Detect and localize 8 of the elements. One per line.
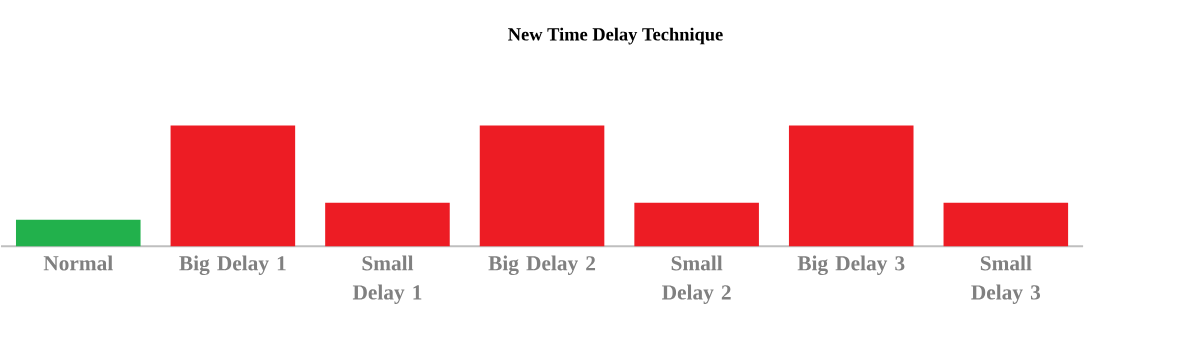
x-tick-label: Small Delay 3 bbox=[971, 255, 1041, 304]
x-tick-label: Big Delay 3 bbox=[797, 255, 905, 275]
x-tick-label: Big Delay 2 bbox=[488, 255, 596, 275]
x-tick-label: Small Delay 1 bbox=[352, 255, 422, 304]
x-tick-label: Small Delay 2 bbox=[662, 255, 731, 304]
x-tick-label: Big Delay 1 bbox=[179, 255, 286, 275]
chart-title: New Time Delay Technique bbox=[508, 27, 723, 45]
x-tick-label: Normal bbox=[43, 255, 113, 271]
